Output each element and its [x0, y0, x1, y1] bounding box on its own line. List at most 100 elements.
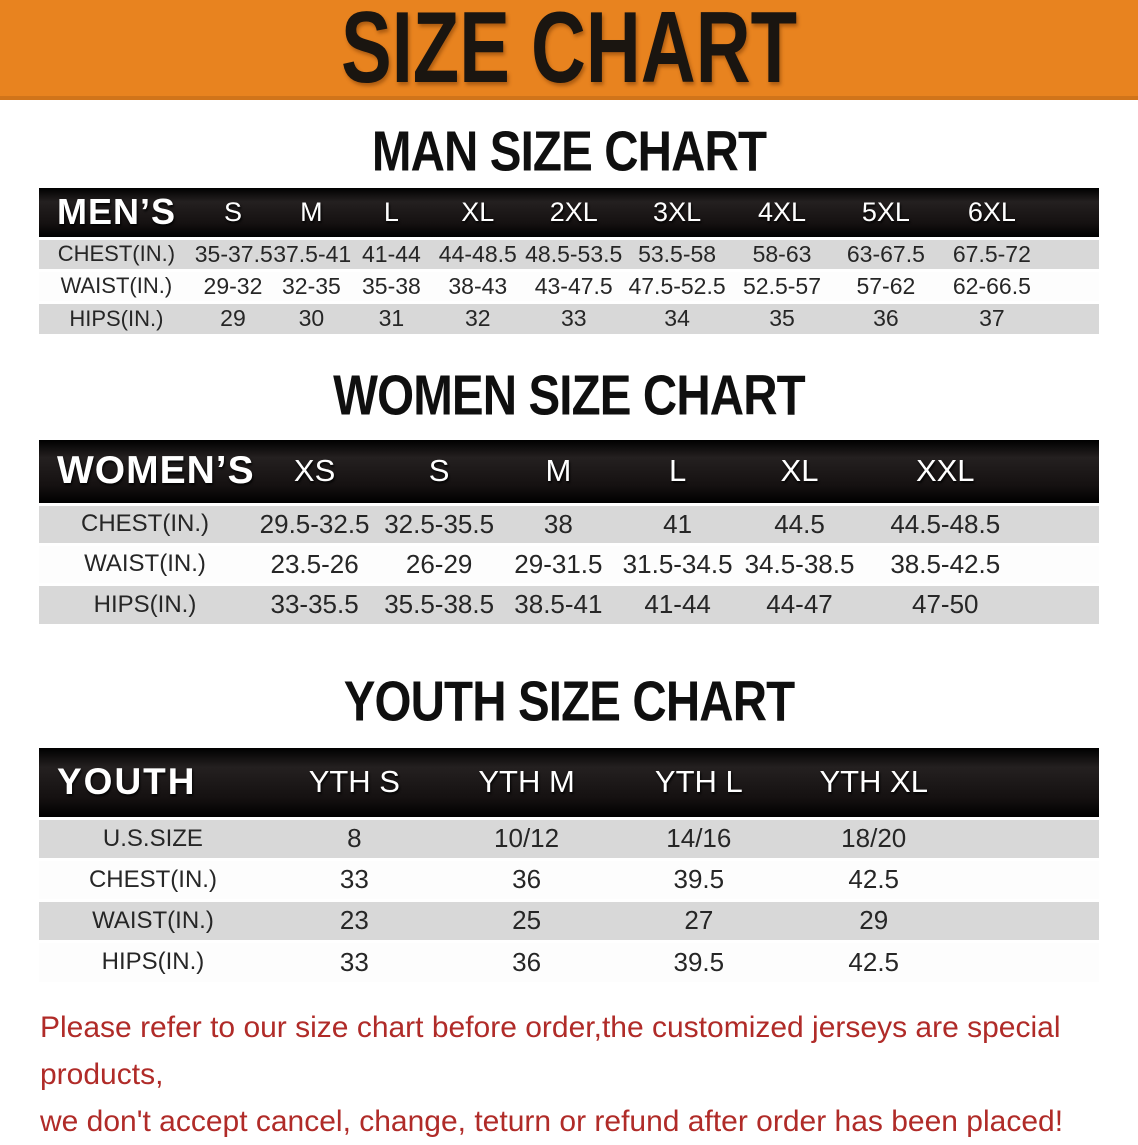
cell: 8 [266, 816, 442, 859]
filler-cell [961, 939, 1099, 982]
cell: 37.5-41 [272, 236, 351, 270]
row-label: HIPS(IN.) [39, 300, 194, 334]
men-size-table: MEN’S S M L XL 2XL 3XL 4XL 5XL 6XL CHEST(IN.) 35-37… [39, 188, 1099, 334]
youth-section-heading-text: YOUTH SIZE CHART [343, 670, 795, 734]
filler-cell [961, 748, 1099, 818]
cell: 35 [730, 300, 834, 334]
cell: 37 [937, 300, 1046, 334]
table-row: HIPS(IN.) 33 36 39.5 42.5 [39, 939, 1099, 982]
cell: 29.5-32.5 [251, 502, 379, 544]
filler-cell [1045, 188, 1099, 238]
disclaimer-line-2: we don't accept cancel, change, teturn o… [40, 1105, 1064, 1138]
column-header: YTH L [611, 748, 787, 818]
filler-cell [961, 898, 1099, 941]
column-header: 4XL [730, 188, 834, 238]
cell: 44.5 [738, 502, 861, 544]
row-label: WAIST(IN.) [39, 898, 267, 941]
cell: 34.5-38.5 [738, 542, 861, 584]
table-row: CHEST(IN.) 33 36 39.5 42.5 [39, 857, 1099, 900]
table-row: HIPS(IN.) 29 30 31 32 33 34 35 36 37 [39, 300, 1099, 334]
cell: 26-29 [378, 542, 501, 584]
women-size-table: WOMEN’S XS S M L XL XXL CHEST(IN.) 29.5-32.5 32.5… [39, 440, 1099, 624]
filler-cell [1045, 236, 1099, 270]
column-header: YTH S [266, 748, 442, 818]
cell: 53.5-58 [624, 236, 731, 270]
cell: 32-35 [272, 268, 351, 302]
table-corner-label: MEN’S [39, 188, 194, 238]
filler-cell [1030, 582, 1099, 624]
column-header: 6XL [937, 188, 1046, 238]
header-row: WOMEN’S XS S M L XL XXL [39, 440, 1099, 504]
filler-cell [1030, 440, 1099, 504]
filler-cell [961, 816, 1099, 859]
cell: 36 [441, 857, 612, 900]
cell: 42.5 [786, 857, 962, 900]
cell: 32 [432, 300, 524, 334]
column-header: XL [432, 188, 524, 238]
cell: 44-47 [738, 582, 861, 624]
men-section-heading: MAN SIZE CHART [0, 123, 1138, 181]
cell: 67.5-72 [937, 236, 1046, 270]
cell: 29 [193, 300, 273, 334]
cell: 39.5 [611, 939, 787, 982]
cell: 38.5-41 [500, 582, 617, 624]
row-label: WAIST(IN.) [39, 542, 251, 584]
table-row: WAIST(IN.) 23 25 27 29 [39, 898, 1099, 941]
cell: 31.5-34.5 [616, 542, 739, 584]
table-row: CHEST(IN.) 29.5-32.5 32.5-35.5 38 41 44.5 44.5… [39, 502, 1099, 544]
table-row: HIPS(IN.) 33-35.5 35.5-38.5 38.5-41 41-44 44-… [39, 582, 1099, 624]
cell: 29-31.5 [500, 542, 617, 584]
cell: 33-35.5 [251, 582, 379, 624]
cell: 23 [266, 898, 442, 941]
cell: 10/12 [441, 816, 612, 859]
table-row: U.S.SIZE 8 10/12 14/16 18/20 [39, 816, 1099, 859]
cell: 38.5-42.5 [860, 542, 1031, 584]
column-header: 3XL [624, 188, 731, 238]
row-label: U.S.SIZE [39, 816, 267, 859]
row-label: CHEST(IN.) [39, 236, 194, 270]
row-label: CHEST(IN.) [39, 502, 251, 544]
cell: 41-44 [350, 236, 433, 270]
page-title: SIZE CHART [341, 0, 797, 104]
column-header: 5XL [833, 188, 938, 238]
column-header: YTH XL [786, 748, 962, 818]
cell: 38-43 [432, 268, 524, 302]
cell: 29-32 [193, 268, 273, 302]
column-header: L [350, 188, 433, 238]
filler-cell [1030, 502, 1099, 544]
cell: 36 [833, 300, 938, 334]
filler-cell [1045, 300, 1099, 334]
youth-section-heading: YOUTH SIZE CHART [0, 670, 1138, 734]
header-row: YOUTH YTH S YTH M YTH L YTH XL [39, 748, 1099, 818]
filler-cell [1030, 542, 1099, 584]
column-header: XXL [860, 440, 1031, 504]
cell: 14/16 [611, 816, 787, 859]
cell: 44-48.5 [432, 236, 524, 270]
cell: 47.5-52.5 [624, 268, 731, 302]
column-header: S [193, 188, 273, 238]
women-section-heading-text: WOMEN SIZE CHART [333, 364, 806, 428]
column-header: L [616, 440, 739, 504]
cell: 43-47.5 [523, 268, 625, 302]
cell: 57-62 [833, 268, 938, 302]
cell: 58-63 [730, 236, 834, 270]
table-corner-label: WOMEN’S [39, 440, 254, 504]
cell: 41 [616, 502, 739, 544]
table-row: WAIST(IN.) 29-32 32-35 35-38 38-43 43-47.5 47.… [39, 268, 1099, 302]
column-header: XL [738, 440, 861, 504]
women-section-heading: WOMEN SIZE CHART [0, 364, 1138, 428]
cell: 32.5-35.5 [378, 502, 501, 544]
row-label: HIPS(IN.) [39, 582, 251, 624]
cell: 33 [523, 300, 625, 334]
column-header: M [500, 440, 617, 504]
cell: 30 [272, 300, 351, 334]
column-header: 2XL [523, 188, 625, 238]
cell: 23.5-26 [251, 542, 379, 584]
cell: 29 [786, 898, 962, 941]
cell: 63-67.5 [833, 236, 938, 270]
disclaimer-line-1: Please refer to our size chart before or… [40, 1011, 1061, 1091]
cell: 33 [266, 857, 442, 900]
table-row: WAIST(IN.) 23.5-26 26-29 29-31.5 31.5-34.5 34… [39, 542, 1099, 584]
cell: 18/20 [786, 816, 962, 859]
cell: 38 [500, 502, 617, 544]
